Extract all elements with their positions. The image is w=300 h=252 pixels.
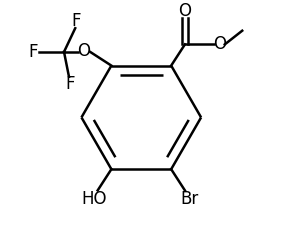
Text: Br: Br: [181, 190, 199, 208]
Text: O: O: [213, 36, 226, 53]
Text: F: F: [65, 75, 75, 93]
Text: F: F: [28, 43, 38, 61]
Text: F: F: [72, 12, 81, 30]
Text: HO: HO: [81, 190, 107, 208]
Text: O: O: [77, 42, 91, 60]
Text: O: O: [178, 2, 191, 20]
